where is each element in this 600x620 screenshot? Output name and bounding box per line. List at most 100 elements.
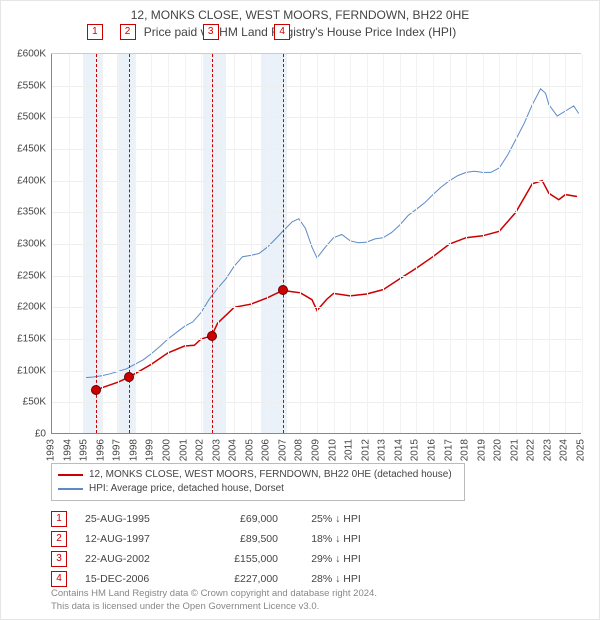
x-gridline: [251, 54, 252, 433]
footer-line-1: Contains HM Land Registry data © Crown c…: [51, 588, 377, 600]
x-gridline: [185, 54, 186, 433]
x-tick-label: 2017: [443, 439, 454, 461]
x-gridline: [565, 54, 566, 433]
legend-row-price-paid: 12, MONKS CLOSE, WEST MOORS, FERNDOWN, B…: [58, 468, 458, 482]
y-tick-label: £200K: [1, 302, 46, 313]
y-tick-label: £50K: [1, 397, 46, 408]
x-gridline: [549, 54, 550, 433]
legend-swatch-price-paid: [58, 474, 83, 476]
y-tick-label: £300K: [1, 239, 46, 250]
x-tick-label: 2024: [559, 439, 570, 461]
y-tick-label: £350K: [1, 207, 46, 218]
marker-row-pct: 29% ↓ HPI: [296, 553, 376, 565]
x-tick-label: 2016: [426, 439, 437, 461]
x-tick-label: 1997: [112, 439, 123, 461]
x-tick-label: 2014: [393, 439, 404, 461]
marker-row-price: £89,500: [208, 533, 278, 545]
x-tick-label: 2011: [344, 439, 355, 461]
x-gridline: [466, 54, 467, 433]
x-gridline: [267, 54, 268, 433]
x-tick-label: 2022: [526, 439, 537, 461]
x-tick-label: 2008: [294, 439, 305, 461]
x-tick-label: 2005: [244, 439, 255, 461]
marker-number-box: 3: [203, 24, 219, 40]
marker-number-box: 1: [87, 24, 103, 40]
x-gridline: [300, 54, 301, 433]
x-gridline: [582, 54, 583, 433]
x-gridline: [234, 54, 235, 433]
x-gridline: [102, 54, 103, 433]
legend-label-price-paid: 12, MONKS CLOSE, WEST MOORS, FERNDOWN, B…: [89, 468, 452, 482]
marker-row-price: £69,000: [208, 513, 278, 525]
x-tick-label: 2009: [311, 439, 322, 461]
x-tick-label: 2007: [277, 439, 288, 461]
marker-row: 212-AUG-1997£89,50018% ↓ HPI: [51, 529, 376, 549]
x-gridline: [334, 54, 335, 433]
x-gridline: [367, 54, 368, 433]
y-tick-label: £550K: [1, 80, 46, 91]
marker-number-box: 2: [120, 24, 136, 40]
title-line-1: 12, MONKS CLOSE, WEST MOORS, FERNDOWN, B…: [1, 7, 599, 24]
marker-row-num: 3: [51, 551, 67, 567]
x-tick-label: 1999: [145, 439, 156, 461]
x-gridline: [151, 54, 152, 433]
x-tick-label: 2006: [261, 439, 272, 461]
x-gridline: [483, 54, 484, 433]
y-tick-label: £400K: [1, 175, 46, 186]
x-tick-label: 2013: [377, 439, 388, 461]
x-tick-label: 2020: [493, 439, 504, 461]
x-tick-label: 1995: [79, 439, 90, 461]
y-tick-label: £100K: [1, 365, 46, 376]
chart-container: 12, MONKS CLOSE, WEST MOORS, FERNDOWN, B…: [0, 0, 600, 620]
marker-table: 125-AUG-1995£69,00025% ↓ HPI212-AUG-1997…: [51, 509, 376, 589]
x-tick-label: 2019: [476, 439, 487, 461]
x-tick-label: 1993: [46, 439, 57, 461]
marker-row: 322-AUG-2002£155,00029% ↓ HPI: [51, 549, 376, 569]
marker-dashed-line: [212, 54, 213, 433]
x-gridline: [383, 54, 384, 433]
series-hpi: [85, 89, 579, 378]
x-gridline: [85, 54, 86, 433]
x-tick-label: 2002: [195, 439, 206, 461]
legend-swatch-hpi: [58, 488, 83, 490]
sale-point: [278, 285, 288, 295]
marker-row-num: 2: [51, 531, 67, 547]
y-tick-label: £500K: [1, 112, 46, 123]
sale-point: [124, 372, 134, 382]
marker-dashed-line: [283, 54, 284, 433]
footer-line-2: This data is licensed under the Open Gov…: [51, 601, 377, 613]
y-tick-label: £600K: [1, 49, 46, 60]
legend: 12, MONKS CLOSE, WEST MOORS, FERNDOWN, B…: [51, 463, 465, 501]
marker-row-num: 1: [51, 511, 67, 527]
x-gridline: [433, 54, 434, 433]
x-tick-label: 2004: [228, 439, 239, 461]
y-tick-label: £0: [1, 429, 46, 440]
x-tick-label: 2012: [360, 439, 371, 461]
x-tick-label: 2025: [576, 439, 587, 461]
x-tick-label: 1994: [62, 439, 73, 461]
x-tick-label: 2023: [542, 439, 553, 461]
x-tick-label: 2001: [178, 439, 189, 461]
x-gridline: [450, 54, 451, 433]
marker-row-date: 15-DEC-2006: [85, 573, 190, 585]
x-tick-label: 2010: [327, 439, 338, 461]
x-tick-label: 1996: [95, 439, 106, 461]
x-gridline: [499, 54, 500, 433]
marker-row-price: £227,000: [208, 573, 278, 585]
marker-row: 125-AUG-1995£69,00025% ↓ HPI: [51, 509, 376, 529]
x-tick-label: 1998: [128, 439, 139, 461]
marker-row-price: £155,000: [208, 553, 278, 565]
marker-row-pct: 18% ↓ HPI: [296, 533, 376, 545]
y-tick-label: £250K: [1, 270, 46, 281]
sale-point: [207, 331, 217, 341]
chart-area: £0£50K£100K£150K£200K£250K£300K£350K£400…: [51, 53, 581, 434]
marker-row-pct: 28% ↓ HPI: [296, 573, 376, 585]
marker-row-date: 25-AUG-1995: [85, 513, 190, 525]
y-tick-label: £450K: [1, 144, 46, 155]
x-gridline: [416, 54, 417, 433]
x-tick-label: 2000: [161, 439, 172, 461]
marker-row-num: 4: [51, 571, 67, 587]
x-gridline: [218, 54, 219, 433]
x-gridline: [317, 54, 318, 433]
y-tick-label: £150K: [1, 334, 46, 345]
